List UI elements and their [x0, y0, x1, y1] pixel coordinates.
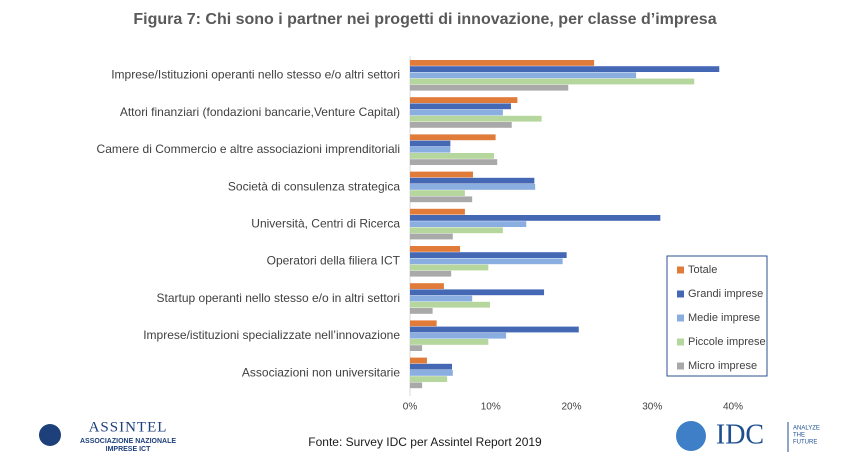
bar [410, 382, 423, 389]
bar [410, 233, 453, 240]
legend-label: Grandi imprese [688, 288, 763, 300]
y-tick-label: Operatori della filiera ICT [267, 254, 401, 268]
bar [410, 215, 661, 221]
y-tick-label: Associazioni non universitarie [242, 365, 400, 379]
bar [410, 227, 503, 234]
legend-label: Totale [688, 264, 717, 276]
bar [410, 332, 507, 339]
bar [410, 258, 563, 265]
bar [410, 159, 498, 165]
legend-swatch [677, 314, 684, 322]
bar [410, 177, 535, 184]
bar [410, 134, 496, 141]
logo-text: ASSINTEL [89, 419, 168, 435]
bar [410, 326, 579, 333]
source: Fonte: Survey IDC per Assintel Report 20… [308, 435, 542, 449]
bar [410, 171, 473, 178]
legend-swatch [677, 338, 684, 346]
bar [410, 289, 545, 296]
y-tick-label: Imprese/Istituzioni operanti nello stess… [111, 68, 400, 82]
bar [410, 60, 595, 66]
idc-logo: IDC ANALYZE THE FUTURE [676, 419, 820, 452]
logo-text: ANALYZE [793, 426, 820, 432]
bar [410, 345, 423, 351]
bar [410, 78, 695, 85]
assintel-logo: ASSINTEL ASSOCIAZIONE NAZIONALE IMPRESE … [39, 419, 176, 453]
logo-text: THE [793, 433, 805, 439]
bar [410, 283, 444, 289]
bar [410, 357, 427, 364]
bar [410, 320, 437, 327]
logo-text: ASSOCIAZIONE NAZIONALE [80, 438, 176, 445]
y-tick-label: Società di consulenza strategica [228, 179, 400, 193]
legend-label: Micro imprese [688, 360, 757, 372]
bar [410, 264, 489, 271]
logo-text: IMPRESE ICT [106, 446, 151, 453]
bar [410, 72, 637, 79]
bar [410, 270, 452, 277]
bar [410, 66, 720, 72]
y-tick-label: Startup operanti nello stesso e/o in alt… [157, 291, 400, 305]
legend-swatch [677, 266, 684, 274]
bar [410, 97, 518, 103]
bar [410, 370, 453, 376]
chart-title: Figura 7: Chi sono i partner nei progett… [133, 11, 716, 28]
bar [410, 103, 511, 110]
x-tick-label: 0% [403, 402, 418, 413]
y-tick-label: Imprese/istituzioni specializzate nell’i… [143, 328, 400, 342]
bar [410, 109, 503, 116]
x-tick-label: 30% [642, 402, 662, 413]
bar [410, 339, 489, 345]
logo-globe [676, 421, 706, 451]
legend-label: Medie imprese [688, 312, 760, 324]
bar [410, 208, 465, 215]
bar [410, 246, 461, 252]
y-tick-label: Camere di Commercio e altre associazioni… [97, 142, 400, 156]
bar [410, 115, 542, 122]
x-tick-label: 40% [723, 402, 743, 413]
logo-text: FUTURE [793, 440, 817, 446]
bar [410, 184, 536, 190]
bar [410, 295, 473, 302]
bar [410, 221, 527, 227]
logo-text: IDC [716, 419, 764, 450]
bar [410, 301, 490, 308]
bar [410, 363, 452, 370]
bar [410, 252, 567, 258]
legend-label: Piccole imprese [688, 336, 766, 348]
bar [410, 308, 433, 314]
legend-swatch [677, 362, 684, 370]
bar [410, 84, 569, 91]
logo-emblem [39, 424, 61, 446]
x-tick-label: 20% [561, 402, 581, 413]
bar [410, 190, 465, 196]
x-tick-label: 10% [481, 402, 501, 413]
bar [410, 146, 451, 153]
y-tick-label: Università, Centri di Ricerca [251, 216, 400, 230]
bar [410, 196, 473, 203]
bar [410, 122, 512, 128]
y-tick-label: Attori finanziari (fondazioni bancarie,V… [120, 105, 400, 119]
bar [410, 376, 448, 382]
bar [410, 153, 494, 159]
bar [410, 140, 451, 147]
legend-swatch [677, 290, 684, 298]
